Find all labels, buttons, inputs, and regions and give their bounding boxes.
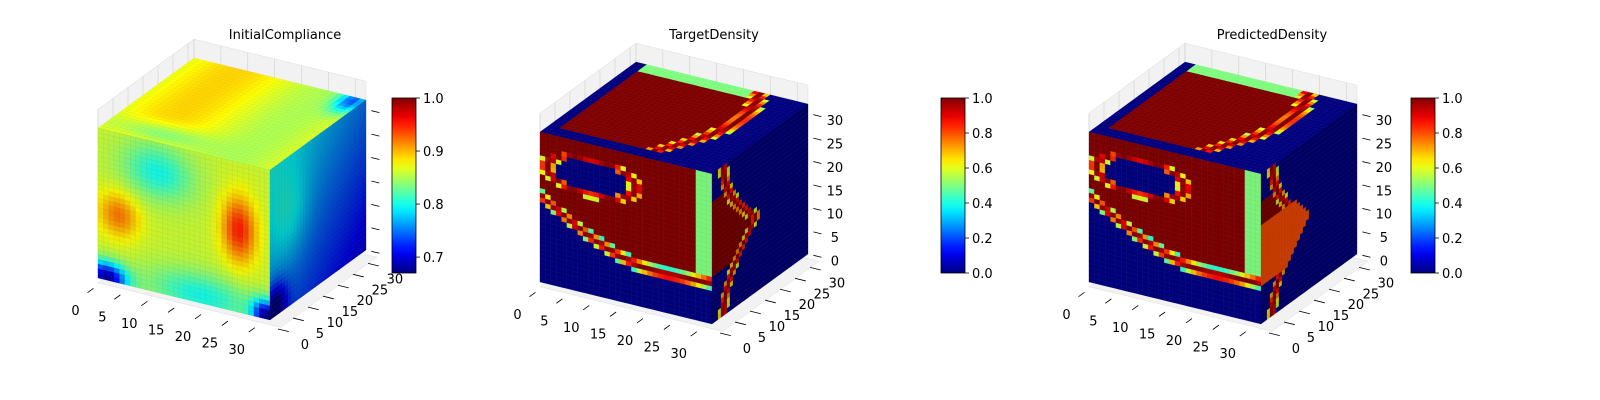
y-tick-label: 5 <box>1307 331 1315 346</box>
voxel-cube <box>539 61 809 325</box>
voxel-cube <box>1088 61 1358 325</box>
y-tick-label: 30 <box>829 276 846 291</box>
x-tick-label: 30 <box>670 347 687 362</box>
x-tick-label: 0 <box>1062 308 1070 323</box>
y-tick-label: 10 <box>769 320 786 335</box>
x-axis: 0 5 10 15 20 25 30 <box>71 287 255 358</box>
x-tick-label: 10 <box>1112 321 1129 336</box>
x-tick-label: 10 <box>121 317 138 332</box>
z-tick-label: 0 <box>831 255 839 270</box>
z-tick-label: 10 <box>1376 208 1393 223</box>
y-tick-label: 0 <box>743 342 751 357</box>
y-tick-label: 20 <box>799 298 816 313</box>
z-tick-label: 20 <box>1376 161 1393 176</box>
z-tick-label: 25 <box>827 137 844 152</box>
y-tick-label: 20 <box>1348 298 1365 313</box>
x-axis: 0 5 10 15 20 25 30 <box>1062 291 1246 362</box>
x-tick-label: 10 <box>563 321 580 336</box>
colorbar-tick-label: 0.8 <box>423 198 444 213</box>
colorbar-gradient <box>940 97 966 274</box>
y-tick-label: 0 <box>1292 342 1300 357</box>
y-tick-label: 15 <box>342 305 359 320</box>
z-tick-label: 5 <box>1380 231 1388 246</box>
colorbar-tick-label: 0.0 <box>972 267 993 282</box>
colorbar-gradient <box>1410 97 1436 274</box>
z-tick-label: 30 <box>827 114 844 129</box>
colorbar-tick-label: 0.7 <box>423 251 444 266</box>
colorbar-gradient <box>391 97 417 274</box>
y-tick-label: 10 <box>1318 320 1335 335</box>
x-tick-label: 5 <box>540 314 548 329</box>
y-tick-label: 15 <box>784 309 801 324</box>
x-tick-label: 30 <box>1219 347 1236 362</box>
x-tick-label: 20 <box>175 330 192 345</box>
colorbar: 0.0 0.2 0.4 0.6 0.8 1.0 <box>1410 92 1463 282</box>
y-tick-label: 30 <box>387 272 404 287</box>
y-tick-label: 5 <box>758 331 766 346</box>
x-tick-label: 25 <box>1193 341 1210 356</box>
x-tick-label: 15 <box>1139 328 1156 343</box>
colorbar-tick-label: 0.2 <box>972 232 993 247</box>
colorbar-tick-label: 0.4 <box>972 197 993 212</box>
colorbar-tick-label: 1.0 <box>423 92 444 107</box>
z-axis: 0 5 10 15 20 25 30 <box>813 114 843 270</box>
z-tick-label: 25 <box>1376 137 1393 152</box>
y-tick-label: 5 <box>316 327 324 342</box>
x-tick-label: 15 <box>590 328 607 343</box>
z-tick-label: 10 <box>827 208 844 223</box>
x-tick-label: 5 <box>1089 314 1097 329</box>
y-tick-label: 10 <box>327 316 344 331</box>
x-tick-label: 5 <box>98 310 106 325</box>
colorbar-tick-label: 0.4 <box>1442 197 1463 212</box>
y-tick-label: 30 <box>1378 276 1395 291</box>
z-tick-label: 30 <box>1376 114 1393 129</box>
x-tick-label: 25 <box>644 341 661 356</box>
x-tick-label: 0 <box>71 304 79 319</box>
x-tick-label: 25 <box>202 337 219 352</box>
y-tick-label: 0 <box>301 338 309 353</box>
colorbar-tick-label: 0.8 <box>972 127 993 142</box>
colorbar-tick-label: 0.2 <box>1442 232 1463 247</box>
chart-title: PredictedDensity <box>1217 28 1328 43</box>
z-axis <box>371 110 380 254</box>
colorbar-tick-label: 1.0 <box>972 92 993 107</box>
colorbar-tick-label: 0.6 <box>972 162 993 177</box>
colorbar-tick-label: 1.0 <box>1442 92 1463 107</box>
colorbar-tick-label: 0.8 <box>1442 127 1463 142</box>
x-tick-label: 20 <box>617 334 634 349</box>
colorbar: 0.0 0.2 0.4 0.6 0.8 1.0 <box>940 92 993 282</box>
voxel-cube <box>97 57 367 321</box>
x-tick-label: 30 <box>228 343 245 358</box>
z-tick-label: 15 <box>827 184 844 199</box>
y-tick-label: 25 <box>814 287 831 302</box>
y-tick-label: 25 <box>372 283 389 298</box>
z-tick-label: 15 <box>1376 184 1393 199</box>
x-tick-label: 15 <box>148 324 165 339</box>
colorbar-tick-label: 0.9 <box>423 145 444 160</box>
x-tick-label: 0 <box>513 308 521 323</box>
colorbar: 0.7 0.8 0.9 1.0 <box>391 92 444 274</box>
x-axis: 0 5 10 15 20 25 30 <box>513 291 697 362</box>
y-tick-label: 15 <box>1333 309 1350 324</box>
z-tick-label: 5 <box>831 231 839 246</box>
z-tick-label: 0 <box>1380 255 1388 270</box>
y-tick-label: 25 <box>1363 287 1380 302</box>
z-axis: 0 5 10 15 20 25 30 <box>1362 114 1392 270</box>
y-tick-label: 20 <box>357 294 374 309</box>
colorbar-tick-label: 0.0 <box>1442 267 1463 282</box>
chart-title: TargetDensity <box>668 28 759 43</box>
chart-title: InitialCompliance <box>229 28 342 43</box>
colorbar-tick-label: 0.6 <box>1442 162 1463 177</box>
x-tick-label: 20 <box>1166 334 1183 349</box>
z-tick-label: 20 <box>827 161 844 176</box>
